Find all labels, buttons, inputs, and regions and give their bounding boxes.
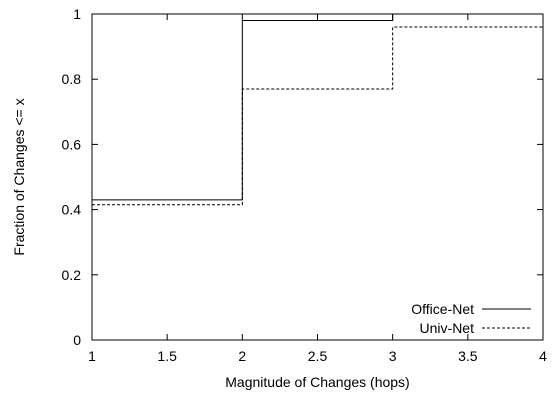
legend-label: Univ-Net <box>420 320 475 336</box>
y-tick-label: 0.4 <box>62 202 82 218</box>
legend: Office-Net Univ-Net <box>411 301 531 336</box>
y-axis-label: Fraction of Changes <= x <box>11 98 27 255</box>
x-axis-label: Magnitude of Changes (hops) <box>225 374 409 390</box>
x-tick-label: 4 <box>539 348 547 364</box>
x-tick-label: 3.5 <box>458 348 478 364</box>
plot-frame <box>91 13 544 341</box>
y-tick-label: 0.8 <box>62 71 82 87</box>
series-line-office-net <box>92 13 543 201</box>
x-tick-label: 1.5 <box>157 348 177 364</box>
x-tick-label: 2 <box>238 348 246 364</box>
series-line-univ-net <box>92 26 543 206</box>
y-tick-label: 1 <box>73 6 81 22</box>
y-tick-label: 0.6 <box>62 136 82 152</box>
y-tick-label: 0.2 <box>62 267 82 283</box>
x-tick-label: 3 <box>389 348 397 364</box>
ticks-layer: 1 1.5 2 2.5 3 3.5 4 0 0.2 0.4 0.6 0.8 1 <box>62 6 548 364</box>
series-layer <box>92 13 543 206</box>
x-tick-label: 2.5 <box>308 348 328 364</box>
legend-label: Office-Net <box>411 301 474 317</box>
x-tick-label: 1 <box>88 348 96 364</box>
y-tick-label: 0 <box>73 332 81 348</box>
